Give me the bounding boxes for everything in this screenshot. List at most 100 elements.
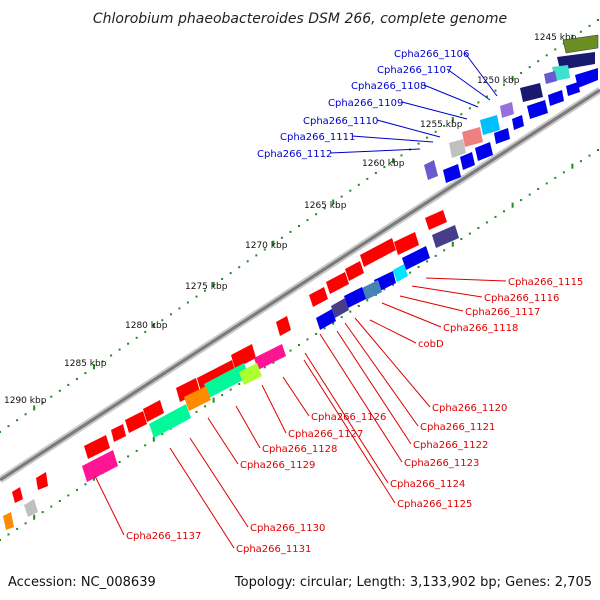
gene-feature [494,128,510,144]
gc-dot [58,389,61,392]
kbp-tick: 1250 kbp [477,76,520,86]
gc-dot [443,124,446,127]
gene-feature [394,232,419,255]
gc-dot [75,378,78,380]
gc-dot [511,202,514,208]
leader-line [319,333,403,463]
gc-dot [528,66,531,69]
leader-line [336,330,412,445]
gene-feature [316,309,336,330]
gc-dot [323,207,326,210]
gc-dot [392,158,394,164]
gc-dot [195,295,198,298]
gene-label: Cpha266_1117 [465,307,540,318]
gc-dot [263,366,266,369]
gc-dot [238,266,241,269]
gene-features-upper [424,34,599,183]
gc-dot [554,176,557,179]
leader-line [189,437,249,528]
gc-tracks [0,19,599,541]
gene-feature [475,142,493,161]
gene-feature [527,100,548,119]
gc-dot [503,210,505,213]
gc-dot [118,348,121,351]
leader-line [411,285,483,298]
gc-dot [562,171,565,174]
gc-dot [212,397,215,403]
gene-label: Cpha266_1111 [280,132,355,143]
gc-dot [545,182,548,185]
gc-dot [67,383,70,386]
leader-line [354,317,431,408]
gene-label: Cpha266_1106 [394,49,469,60]
gc-dot [340,316,343,319]
gc-dot [485,221,488,224]
gc-dot [144,444,147,447]
gc-dot [579,160,582,163]
gene-feature [204,363,249,398]
gene-label: Cpha266_1123 [404,458,479,469]
gene-label: cobD [418,339,444,350]
gene-feature [82,450,118,482]
gc-dot [127,342,130,345]
leader-line [304,352,389,484]
gc-dot [263,248,266,251]
leader-line [376,119,441,138]
gc-dot [41,401,44,404]
gc-dot [511,75,514,81]
gene-label: Cpha266_1121 [420,422,495,433]
gene-feature [254,344,286,370]
gc-dot [33,405,36,411]
gene-feature [125,411,147,433]
gc-dot [306,219,309,222]
gene-feature [402,246,430,270]
gc-dot [118,461,121,463]
leader-line [235,405,261,449]
gene-feature [460,152,475,170]
leader-line [329,148,421,154]
leader-line [261,384,287,434]
summary-text: Topology: circular; Length: 3,133,902 bp… [234,575,592,590]
gc-dot [366,299,369,302]
leader-line [344,322,419,427]
gc-dot [323,327,326,330]
gene-feature [552,65,570,81]
gene-label: Cpha266_1118 [443,323,518,334]
gc-dot [588,24,591,27]
gc-dot [537,188,540,190]
gene-feature [480,115,500,135]
gc-dot [152,323,155,329]
gc-dot [161,319,164,322]
gene-label: Cpha266_1115 [508,277,583,288]
gene-feature [3,512,14,530]
gene-feature [239,363,262,385]
gene-feature [360,238,396,267]
gc-dot [75,488,78,491]
gene-feature [12,487,23,503]
gc-dot [554,48,557,51]
gene-feature [544,71,557,84]
gc-dot [494,89,497,92]
gc-dot [135,336,138,339]
accession-text: Accession: NC_008639 [8,575,156,590]
gc-dot [332,199,335,205]
gc-dot [468,232,471,235]
gc-dot [315,213,318,216]
gene-label: Cpha266_1124 [390,479,465,490]
gc-dot [289,349,292,352]
gc-dot [571,34,574,40]
gc-dot [0,539,1,541]
gene-feature [566,82,580,96]
gc-dot [7,533,10,536]
gc-dot [221,278,224,280]
gene-feature [548,90,564,106]
gc-dot [7,425,10,428]
gene-label: Cpha266_1120 [432,403,507,414]
gc-dot [186,301,189,304]
gc-dot [477,227,480,229]
gc-dot [0,431,1,433]
gene-label: Cpha266_1130 [250,523,325,534]
gc-dot [204,405,206,408]
gene-label: Cpha266_1127 [288,429,363,440]
gc-dot [110,354,113,357]
